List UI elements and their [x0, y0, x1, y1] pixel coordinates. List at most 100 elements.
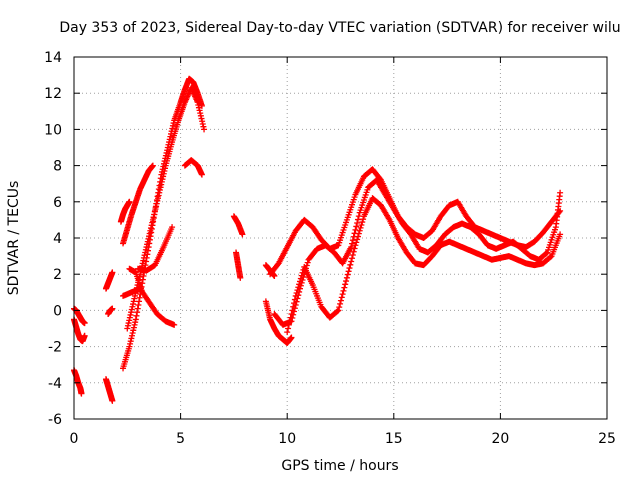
data-point: [354, 236, 361, 243]
data-point: [294, 287, 301, 294]
series-s20: [284, 195, 564, 336]
data-point: [289, 307, 296, 314]
y-tick-label: -6: [48, 412, 62, 428]
data-point: [336, 304, 343, 311]
data-point: [81, 320, 88, 327]
data-point: [352, 226, 359, 233]
y-tick-label: 14: [44, 50, 62, 66]
data-point: [344, 271, 351, 278]
x-tick-label: 25: [598, 431, 616, 447]
data-point: [291, 296, 298, 303]
series-s8: [120, 162, 156, 247]
data-point: [355, 230, 362, 237]
x-tick-label: 0: [70, 431, 79, 447]
series-s19: [271, 177, 564, 328]
series-s16: [233, 249, 244, 281]
data-point: [543, 250, 550, 257]
data-point: [296, 281, 303, 288]
data-point: [126, 198, 133, 205]
data-point: [356, 227, 363, 234]
grid: [74, 57, 607, 419]
data-point: [353, 239, 360, 246]
data-point: [346, 265, 353, 272]
data-point: [285, 321, 292, 328]
series-s5: [102, 269, 116, 292]
series-s7: [117, 198, 133, 225]
data-point: [81, 332, 88, 339]
data-point: [288, 311, 295, 318]
y-tick-label: 4: [53, 231, 62, 247]
data-point: [109, 397, 116, 404]
y-tick-labels: -6 -4 -2 0 2 4 6 8 10 12 14: [44, 50, 62, 428]
data-point: [343, 278, 350, 285]
data-point: [341, 284, 348, 291]
data-point: [297, 275, 304, 282]
series-s6: [105, 305, 116, 318]
data-point: [169, 224, 176, 231]
data-point: [239, 231, 246, 238]
data-point: [271, 273, 278, 280]
series-s17: [262, 298, 295, 346]
series-s15: [230, 213, 246, 238]
series-s10: [124, 84, 208, 332]
data-point: [139, 289, 146, 296]
data-point: [358, 221, 365, 228]
data-point: [338, 294, 345, 301]
y-tick-label: -2: [48, 340, 62, 356]
data-point: [557, 189, 564, 196]
data-points: [71, 75, 564, 404]
y-tick-label: 8: [53, 159, 62, 175]
data-point: [349, 255, 356, 262]
data-point: [340, 287, 347, 294]
data-point: [296, 278, 303, 285]
y-tick-label: 2: [53, 267, 62, 283]
data-point: [287, 314, 294, 321]
data-point: [352, 242, 359, 249]
series-s2: [71, 316, 88, 345]
data-point: [349, 240, 356, 247]
x-tick-label: 5: [176, 431, 185, 447]
data-point: [354, 216, 361, 223]
data-point: [298, 272, 305, 279]
x-axis-label: GPS time / hours: [281, 458, 398, 474]
series-s4: [102, 376, 116, 404]
series-s12: [134, 224, 176, 274]
data-point: [349, 237, 356, 244]
data-point: [357, 224, 364, 231]
y-axis-label: SDTVAR / TECUs: [6, 181, 22, 296]
y-tick-label: 0: [53, 303, 62, 319]
data-point: [293, 290, 300, 297]
data-point: [351, 245, 358, 252]
data-point: [237, 274, 244, 281]
data-point: [349, 252, 356, 259]
data-point: [348, 258, 355, 265]
data-point: [353, 223, 360, 230]
ticks: [73, 56, 608, 420]
series-s14: [181, 157, 205, 178]
data-point: [288, 334, 295, 341]
data-point: [78, 390, 85, 397]
x-tick-label: 15: [385, 431, 403, 447]
data-point: [339, 291, 346, 298]
data-point: [304, 259, 311, 266]
data-point: [198, 171, 205, 178]
data-point: [171, 321, 178, 328]
chart-title: Day 353 of 2023, Sidereal Day-to-day VTE…: [59, 20, 620, 36]
data-point: [291, 300, 298, 307]
data-point: [295, 284, 302, 291]
data-point: [290, 303, 297, 310]
data-point: [286, 318, 293, 325]
series-s18: [267, 166, 564, 278]
data-point: [337, 297, 344, 304]
data-point: [201, 126, 208, 133]
y-tick-label: 12: [44, 86, 62, 102]
data-point: [109, 269, 116, 276]
data-point: [557, 231, 564, 238]
data-point: [347, 261, 354, 268]
data-point: [348, 244, 355, 251]
y-tick-label: -4: [48, 376, 62, 392]
y-tick-label: 10: [44, 122, 62, 138]
y-tick-label: 6: [53, 195, 62, 211]
x-tick-label: 20: [491, 431, 509, 447]
